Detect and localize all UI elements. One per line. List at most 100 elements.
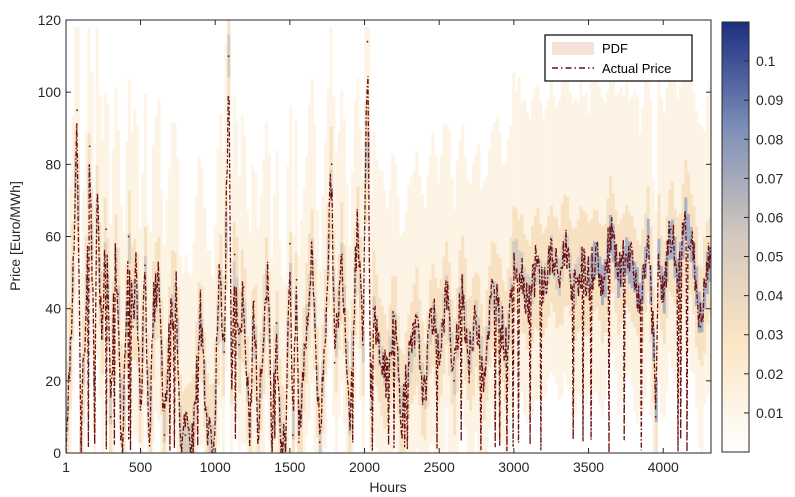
pdf-cell-core xyxy=(152,302,156,340)
y-axis-label: Price [Euro/MWh] xyxy=(7,181,23,291)
actual-price-point xyxy=(475,315,478,317)
actual-price-point xyxy=(366,40,369,43)
actual-price-point xyxy=(199,307,202,310)
pdf-cell-core xyxy=(168,315,172,353)
actual-price-point xyxy=(79,441,82,444)
pdf-cell-middle xyxy=(281,385,285,453)
actual-price-point xyxy=(262,343,264,346)
x-tick-label: 500 xyxy=(129,459,153,475)
y-tick-label: 20 xyxy=(45,373,61,389)
actual-price-point xyxy=(505,351,508,353)
pdf-cell-core xyxy=(235,276,239,317)
actual-price-point xyxy=(253,300,255,303)
actual-price-point xyxy=(348,416,351,418)
actual-price-point xyxy=(135,271,137,274)
pdf-cell-core xyxy=(436,329,441,365)
pdf-cell-core xyxy=(681,222,685,259)
pdf-cell-outer xyxy=(184,254,188,453)
pdf-cell-core xyxy=(407,347,411,387)
pdf-cell-core xyxy=(660,265,664,300)
x-tick-label: 4000 xyxy=(648,459,679,475)
pdf-cell-core xyxy=(90,221,94,259)
pdf-cell-core xyxy=(197,309,201,351)
pdf-cell-core xyxy=(130,282,134,324)
actual-price-point xyxy=(289,242,291,245)
pdf-cell-core xyxy=(254,325,258,359)
pdf-cell-core xyxy=(178,405,182,446)
pdf-cell-core xyxy=(315,363,320,401)
actual-price-point xyxy=(163,434,166,436)
pdf-cell-core xyxy=(592,241,596,280)
pdf-cell-outer xyxy=(246,210,250,453)
colorbar-tick-label: 0.05 xyxy=(756,249,783,265)
legend-swatch-pdf xyxy=(552,42,594,55)
pdf-cell-core xyxy=(555,255,559,290)
pdf-cell-core xyxy=(216,303,220,346)
actual-price-point xyxy=(662,300,665,303)
actual-price-point xyxy=(565,242,567,245)
pdf-cell-core xyxy=(380,345,384,377)
pdf-cell-core xyxy=(498,301,502,331)
pdf-cell-outer xyxy=(208,250,212,453)
pdf-cell-outer xyxy=(283,282,287,453)
pdf-cell-core xyxy=(176,317,180,352)
actual-price-point xyxy=(330,163,333,166)
pdf-cell-outer xyxy=(423,208,427,453)
actual-price-point xyxy=(144,264,146,267)
pdf-cell-core xyxy=(625,237,629,275)
actual-price-point xyxy=(271,441,273,444)
actual-price-point xyxy=(93,379,96,382)
pdf-cell-core xyxy=(547,248,551,285)
actual-price-point xyxy=(109,416,112,418)
actual-price-point xyxy=(423,398,426,400)
pdf-cell-core xyxy=(469,334,473,373)
pdf-cell-core xyxy=(488,298,492,335)
actual-price-point xyxy=(617,278,620,281)
pdf-cell-core xyxy=(243,302,247,334)
actual-price-point xyxy=(657,253,660,256)
actual-price-point xyxy=(587,278,590,281)
pdf-cell-core xyxy=(479,336,484,370)
x-axis-ticks: 1 500 1000 1500 2000 2500 3000 3500 4000 xyxy=(62,20,679,475)
pdf-cell-outer xyxy=(181,274,185,453)
pdf-cell-outer xyxy=(654,211,658,453)
actual-price-point xyxy=(632,271,635,274)
pdf-cell-core xyxy=(181,426,185,453)
pdf-cell-core xyxy=(412,322,416,358)
pdf-cell-core xyxy=(703,280,707,310)
actual-price-point xyxy=(453,379,455,382)
actual-price-point xyxy=(654,416,657,418)
pdf-cell-outer xyxy=(189,277,193,453)
pdf-cell-core xyxy=(520,252,524,296)
actual-price-point xyxy=(124,351,127,353)
pdf-cell-core xyxy=(633,261,637,293)
pdf-cell-outer xyxy=(291,234,295,453)
x-tick-label: 3500 xyxy=(573,459,604,475)
actual-price-point xyxy=(88,145,91,148)
actual-price-point xyxy=(333,361,336,364)
pdf-cell-core xyxy=(528,276,532,318)
actual-price-point xyxy=(114,253,116,256)
actual-price-point xyxy=(520,271,523,274)
actual-price-point xyxy=(483,372,485,375)
actual-price-point xyxy=(372,307,375,310)
y-tick-label: 120 xyxy=(38,12,62,28)
colorbar-tick-label: 0.07 xyxy=(756,170,783,186)
x-tick-label: 2000 xyxy=(349,459,380,475)
pdf-cell-outer xyxy=(66,239,70,453)
actual-price-point xyxy=(692,253,694,256)
actual-price-point xyxy=(230,379,233,382)
pdf-cell-core xyxy=(367,131,371,173)
pdf-cell-core xyxy=(100,306,105,341)
actual-price-point xyxy=(362,343,364,346)
pdf-cell-core xyxy=(665,251,669,283)
pdf-cell-outer xyxy=(272,194,277,453)
pdf-cell-outer xyxy=(149,232,153,453)
colorbar: 0.01 0.02 0.03 0.04 0.05 0.06 0.07 0.08 0.09 0.1 xyxy=(721,21,783,453)
actual-price-point xyxy=(602,289,605,292)
pdf-cell-core xyxy=(598,256,602,288)
pdf-cell-core xyxy=(474,299,478,340)
pdf-cell-middle xyxy=(162,367,166,453)
pdf-cell-outer xyxy=(297,255,301,453)
actual-price-line xyxy=(66,76,711,453)
